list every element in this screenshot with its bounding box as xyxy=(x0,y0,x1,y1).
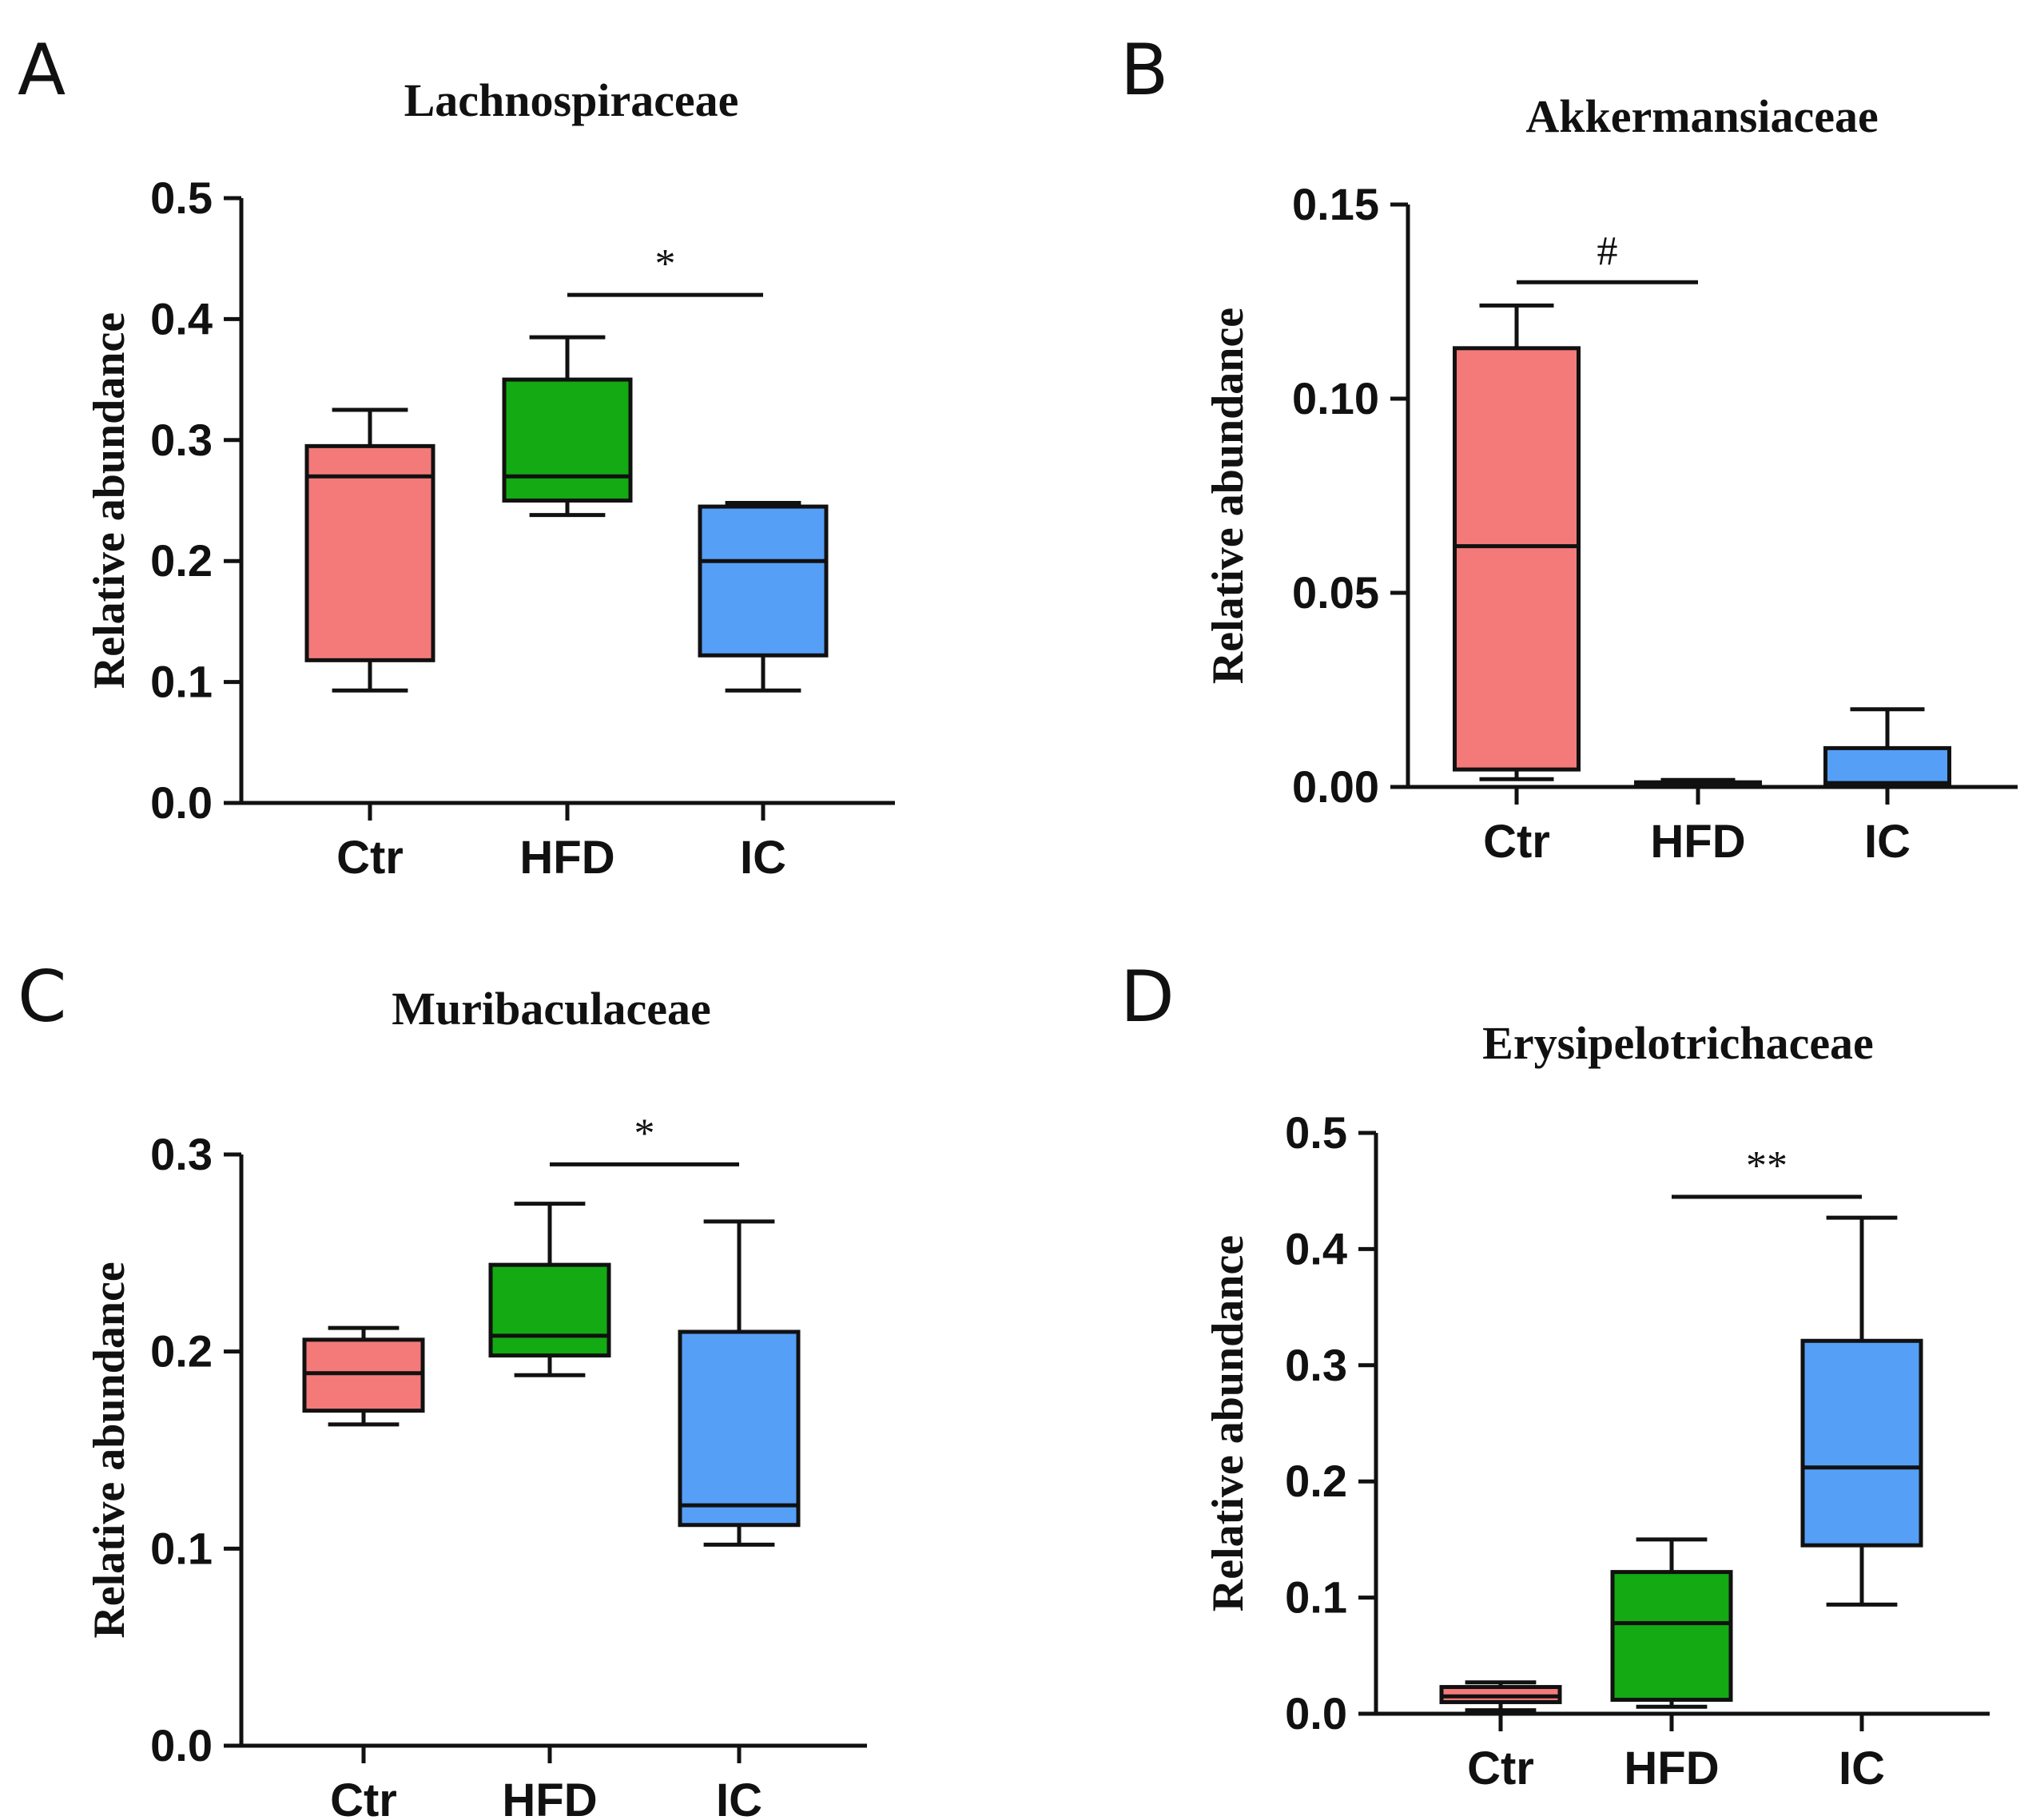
box-ic xyxy=(698,504,829,658)
x-tick-label: Ctr xyxy=(336,832,404,884)
panel-letter: D xyxy=(1120,956,1175,1038)
y-tick-label: 0.5 xyxy=(150,173,213,223)
x-tick-label: IC xyxy=(1864,816,1911,868)
y-tick-label: 0.10 xyxy=(1292,373,1379,423)
y-tick-label: 0.3 xyxy=(150,1129,213,1179)
chart-title: Lachnospiraceae xyxy=(404,74,739,126)
y-tick-label: 0.05 xyxy=(1292,567,1379,618)
x-tick-label: HFD xyxy=(1624,1743,1719,1794)
significance-label: * xyxy=(634,1111,655,1156)
chart-title: Akkermansiaceae xyxy=(1525,90,1878,142)
x-tick-label: IC xyxy=(716,1774,762,1820)
y-axis-label: Relative abundance xyxy=(85,312,134,689)
x-tick-label: Ctr xyxy=(1483,816,1550,868)
y-tick-label: 0.0 xyxy=(1285,1688,1347,1739)
box-hfd xyxy=(488,1262,611,1358)
x-tick-label: Ctr xyxy=(1467,1743,1534,1794)
box-hfd xyxy=(1610,1570,1733,1703)
y-tick-label: 0.2 xyxy=(1285,1456,1347,1506)
panel-letter: C xyxy=(18,956,66,1038)
box-ic xyxy=(678,1329,801,1528)
panel-b: B Akkermansiaceae Relative abundance 0.00 0.… xyxy=(1120,29,2018,868)
y-tick-label: 0.3 xyxy=(1285,1340,1347,1390)
x-tick-label: HFD xyxy=(502,1774,597,1820)
chart-title: Erysipelotrichaceae xyxy=(1482,1017,1874,1069)
y-tick-label: 0.15 xyxy=(1292,179,1379,229)
y-tick-label: 0.1 xyxy=(150,1523,213,1573)
y-axis-label: Relative abundance xyxy=(1203,308,1253,684)
significance-label: ** xyxy=(1746,1143,1788,1189)
y-tick-label: 0.5 xyxy=(1285,1107,1347,1158)
box-ic xyxy=(1823,745,1951,786)
y-tick-label: 0.1 xyxy=(150,657,213,707)
box-ic xyxy=(1800,1338,1923,1548)
x-tick-label: IC xyxy=(740,832,786,884)
x-tick-label: IC xyxy=(1839,1743,1885,1794)
x-tick-label: Ctr xyxy=(330,1774,397,1820)
significance-label: * xyxy=(655,241,676,287)
chart-title: Muribaculaceae xyxy=(392,983,710,1035)
y-tick-label: 0.4 xyxy=(150,293,213,344)
x-tick-label: HFD xyxy=(519,832,614,884)
box-ctr xyxy=(1453,346,1581,772)
panel-a: A Lachnospiraceae Relative abundance 0.0 0.1… xyxy=(18,29,895,884)
x-tick-label: HFD xyxy=(1650,816,1745,868)
panel-letter: A xyxy=(18,29,66,111)
box-hfd xyxy=(502,377,633,503)
y-tick-label: 0.00 xyxy=(1292,761,1379,812)
y-tick-label: 0.2 xyxy=(150,535,213,586)
significance-label: # xyxy=(1597,228,1618,274)
panel-d: D Erysipelotrichaceae Relative abundance 0.… xyxy=(1120,956,1990,1794)
y-axis-label: Relative abundance xyxy=(1203,1235,1253,1611)
y-axis-label: Relative abundance xyxy=(85,1262,134,1638)
y-tick-label: 0.3 xyxy=(150,415,213,465)
y-tick-label: 0.4 xyxy=(1285,1223,1347,1274)
y-tick-label: 0.2 xyxy=(150,1326,213,1377)
panel-letter: B xyxy=(1120,29,1168,111)
y-tick-label: 0.0 xyxy=(150,1720,213,1770)
box-ctr xyxy=(304,443,435,662)
y-tick-label: 0.1 xyxy=(1285,1572,1347,1623)
y-tick-label: 0.0 xyxy=(150,777,213,828)
panel-c: C Muribaculaceae Relative abundance 0.0 0.1 0… xyxy=(18,956,867,1820)
